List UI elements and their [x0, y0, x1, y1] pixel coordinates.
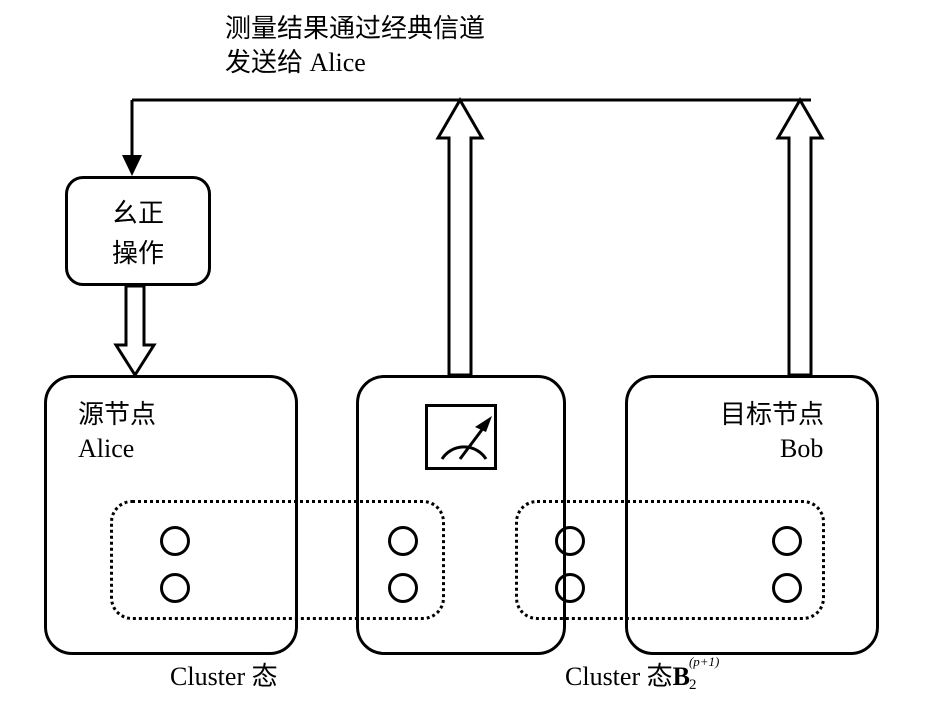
qubit-mid-right-top: [555, 526, 585, 556]
bob-label-2: Bob: [780, 432, 823, 466]
qubit-alice-top: [160, 526, 190, 556]
quantum-teleportation-diagram: 测量结果通过经典信道 发送给 Alice 幺正 操作 源节点 Alice 目标节…: [0, 0, 946, 719]
qubit-mid-right-bot: [555, 573, 585, 603]
cluster-right-B: B: [673, 662, 690, 691]
qubit-bob-bot: [772, 573, 802, 603]
measurement-meter: [425, 404, 497, 470]
qubit-mid-left-bot: [388, 573, 418, 603]
cluster-right-prefix: Cluster 态: [565, 662, 673, 691]
cluster-right-sup: (p+1): [689, 654, 719, 671]
cluster-label-left: Cluster 态: [170, 660, 278, 694]
bob-label-1: 目标节点: [720, 398, 824, 432]
cluster-state-left: [110, 500, 445, 620]
qubit-alice-bot: [160, 573, 190, 603]
alice-label-2: Alice: [78, 432, 134, 466]
alice-label-1: 源节点: [78, 398, 156, 432]
qubit-mid-left-top: [388, 526, 418, 556]
cluster-label-right: Cluster 态B 2 (p+1): [565, 660, 690, 694]
cluster-right-sub: 2: [689, 676, 697, 696]
cluster-state-right: [515, 500, 825, 620]
qubit-bob-top: [772, 526, 802, 556]
